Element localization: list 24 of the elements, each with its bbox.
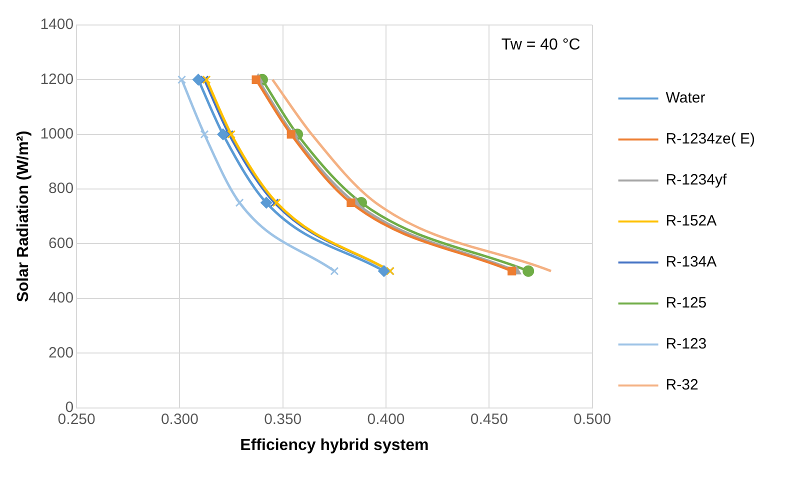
annotation: Tw = 40 °C (501, 36, 580, 54)
x-tick-label: 0.500 (574, 410, 612, 428)
x-axis-title: Efficiency hybrid system (240, 436, 429, 454)
x-tick-label: 0.350 (264, 410, 302, 428)
y-tick-label: 800 (48, 180, 74, 198)
legend-label: R-152A (666, 212, 717, 230)
y-axis-title: Solar Radiation (W/m²) (15, 130, 32, 302)
legend-label: R-125 (666, 294, 707, 312)
legend-label: R-134A (666, 254, 717, 271)
legend-label: R-1234ze( E) (666, 130, 756, 148)
x-tick-label: 0.450 (470, 410, 508, 428)
x-tick-label: 0.400 (367, 410, 405, 428)
x-tick-label: 0.300 (160, 410, 198, 428)
legend-label: Water (666, 90, 706, 107)
legend-label: R-123 (666, 336, 707, 353)
x-tick-label: 0.250 (58, 410, 96, 428)
legend-label: R-1234yf (666, 172, 728, 189)
y-tick-label: 1000 (40, 126, 74, 143)
y-tick-label: 1400 (40, 16, 74, 34)
y-tick-label: 400 (48, 290, 74, 307)
y-tick-label: 1200 (40, 70, 74, 88)
legend-label: R-32 (666, 376, 698, 394)
y-tick-label: 600 (48, 234, 74, 252)
y-tick-label: 200 (48, 344, 74, 362)
